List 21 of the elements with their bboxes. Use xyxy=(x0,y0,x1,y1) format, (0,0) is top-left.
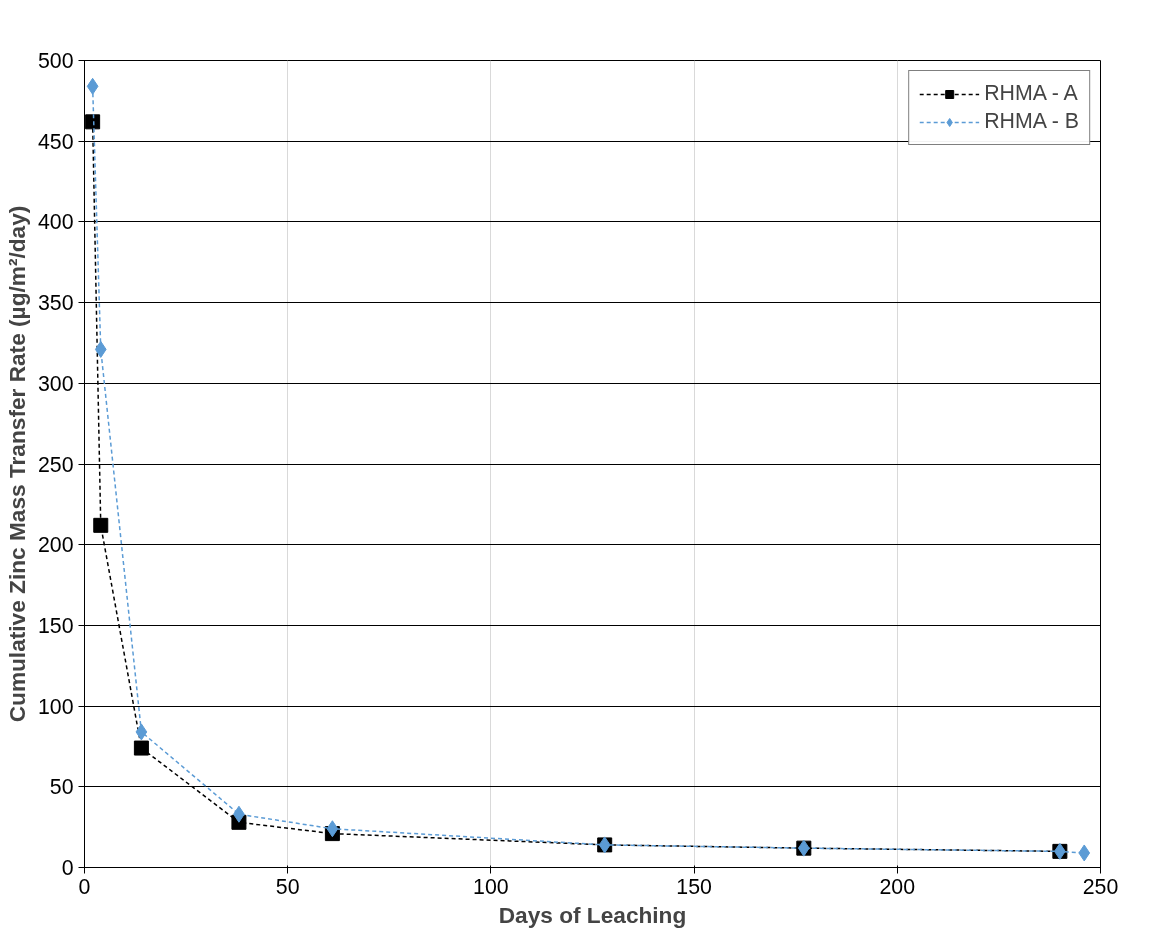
y-tick-label: 450 xyxy=(37,129,74,154)
x-tick-label: 200 xyxy=(879,874,916,899)
x-tick-label: 150 xyxy=(676,874,713,899)
y-tick-label: 300 xyxy=(37,371,74,396)
y-tick-label: 250 xyxy=(37,452,74,477)
x-tick-label: 50 xyxy=(275,874,300,899)
y-tick-label: 500 xyxy=(37,49,74,73)
y-tick-label: 0 xyxy=(61,856,74,880)
x-tick-label: 100 xyxy=(473,874,509,899)
x-axis-title: Days of Leaching xyxy=(498,901,687,928)
y-axis-title: Cumulative Zinc Mass Transfer Rate (µg/m²/day) xyxy=(3,205,30,723)
x-tick-label: 250 xyxy=(1082,874,1119,899)
y-tick-label: 150 xyxy=(37,613,74,638)
y-tick-label: 350 xyxy=(37,291,74,316)
legend-label: RHMA - A xyxy=(984,81,1078,106)
y-tick-label: 200 xyxy=(37,533,74,558)
legend-label: RHMA - B xyxy=(984,109,1079,134)
y-tick-label: 50 xyxy=(49,775,74,800)
x-tick-label: 0 xyxy=(78,874,91,899)
y-tick-label: 100 xyxy=(37,694,74,719)
y-tick-label: 400 xyxy=(37,210,74,235)
